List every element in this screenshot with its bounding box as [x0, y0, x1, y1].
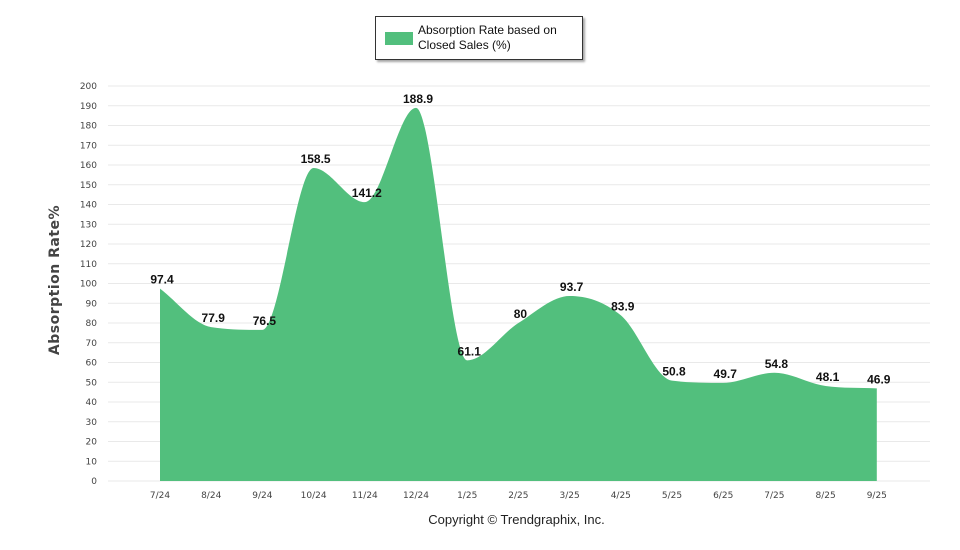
series-area — [160, 107, 877, 482]
x-tick-label: 3/25 — [559, 491, 579, 501]
y-tick-label: 140 — [80, 201, 97, 211]
x-tick-label: 10/24 — [301, 491, 327, 501]
data-label: 46.9 — [867, 372, 891, 386]
data-label: 80 — [514, 307, 528, 321]
x-tick-label: 8/25 — [815, 491, 835, 501]
y-tick-label: 80 — [86, 319, 98, 329]
y-tick-label: 90 — [86, 299, 98, 309]
y-tick-label: 100 — [80, 280, 97, 290]
y-tick-label: 120 — [80, 240, 97, 250]
data-label: 83.9 — [611, 299, 635, 313]
x-tick-label: 4/25 — [611, 491, 631, 501]
data-label: 54.8 — [765, 357, 789, 371]
y-tick-label: 150 — [80, 181, 97, 191]
y-axis-label: Absorption Rate% — [47, 204, 63, 356]
x-tick-label: 7/24 — [150, 491, 170, 501]
x-tick-label: 5/25 — [662, 491, 682, 501]
data-label: 188.9 — [403, 92, 433, 106]
data-label: 141.2 — [352, 186, 382, 200]
y-tick-label: 130 — [80, 220, 97, 230]
y-tick-label: 60 — [86, 359, 98, 369]
data-label: 49.7 — [714, 367, 738, 381]
legend-label-line2: Closed Sales (%) — [418, 38, 511, 52]
x-tick-label: 8/24 — [201, 491, 221, 501]
legend-label: Absorption Rate based on Closed Sales (%… — [418, 23, 578, 53]
y-tick-label: 10 — [86, 457, 98, 467]
x-tick-label: 9/25 — [867, 491, 887, 501]
y-tick-label: 0 — [91, 477, 97, 487]
x-tick-label: 2/25 — [508, 491, 528, 501]
legend-swatch — [385, 32, 413, 45]
data-labels: 97.4 77.9 76.5 158.5 141.2 188.9 61.1 80 93.7 83.… — [150, 92, 890, 386]
y-tick-label: 20 — [86, 438, 98, 448]
y-tick-label: 70 — [86, 339, 98, 349]
data-label: 76.5 — [253, 314, 277, 328]
y-tick-label: 110 — [80, 260, 97, 270]
y-tick-label: 190 — [80, 102, 97, 112]
x-axis-ticks: 7/24 8/24 9/24 10/24 11/24 12/24 1/25 2/25 3/25 4… — [150, 491, 887, 501]
y-tick-label: 180 — [80, 122, 97, 132]
y-tick-label: 50 — [86, 378, 98, 388]
y-tick-label: 30 — [86, 418, 98, 428]
x-tick-label: 12/24 — [403, 491, 429, 501]
y-axis-ticks: 0 10 20 30 40 50 60 70 80 90 100 110 120 130 140 150 160… — [80, 82, 97, 487]
x-tick-label: 7/25 — [764, 491, 784, 501]
x-tick-label: 9/24 — [252, 491, 272, 501]
legend: Absorption Rate based on Closed Sales (%… — [375, 16, 583, 60]
data-label: 93.7 — [560, 280, 584, 294]
y-tick-label: 160 — [80, 161, 97, 171]
y-tick-label: 40 — [86, 398, 98, 408]
x-tick-label: 6/25 — [713, 491, 733, 501]
data-label: 97.4 — [150, 273, 174, 287]
data-label: 61.1 — [458, 344, 482, 358]
copyright-text: Copyright © Trendgraphix, Inc. — [428, 512, 605, 527]
data-label: 158.5 — [301, 152, 331, 166]
data-label: 77.9 — [202, 311, 226, 325]
y-tick-label: 170 — [80, 141, 97, 151]
data-label: 50.8 — [662, 365, 686, 379]
y-tick-label: 200 — [80, 82, 97, 92]
x-tick-label: 1/25 — [457, 491, 477, 501]
x-tick-label: 11/24 — [352, 491, 378, 501]
legend-label-line1: Absorption Rate based on — [418, 23, 557, 37]
data-label: 48.1 — [816, 370, 840, 384]
